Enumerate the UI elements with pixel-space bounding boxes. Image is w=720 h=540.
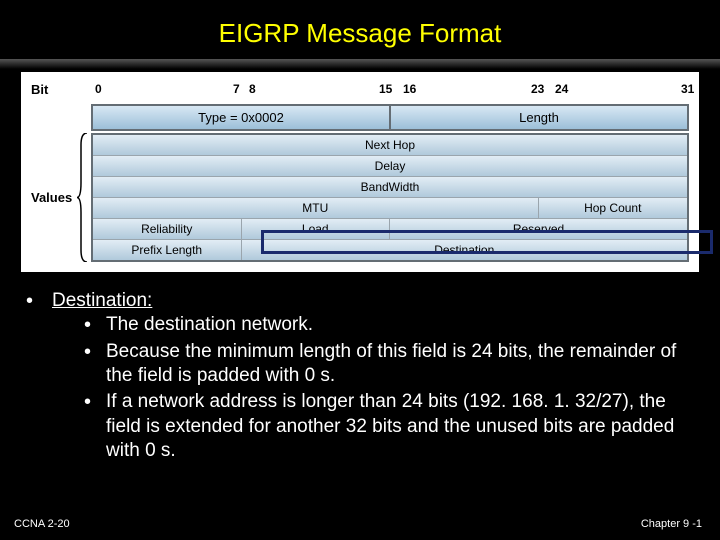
bit-label: Bit (31, 82, 48, 97)
bit-mark: 15 (379, 82, 392, 96)
field-row: Next Hop (93, 135, 687, 156)
brace-icon (77, 133, 89, 262)
bit-mark: 0 (95, 82, 102, 96)
values-label-text: Values (31, 190, 72, 205)
mtu-field: MTU (93, 198, 539, 218)
values-label: Values (31, 133, 91, 262)
divider-band (0, 59, 720, 69)
bullet-item: If a network address is longer than 24 b… (78, 390, 696, 463)
message-format-diagram: Bit 0 7 8 15 16 23 24 31 Type = 0x0002 L… (18, 69, 702, 275)
bit-mark: 23 (531, 82, 544, 96)
next-hop-field: Next Hop (93, 135, 687, 155)
bit-scale: Bit 0 7 8 15 16 23 24 31 (91, 80, 689, 104)
field-row: Prefix Length Destination (93, 240, 687, 260)
field-row: MTU Hop Count (93, 198, 687, 219)
destination-field: Destination (242, 240, 688, 260)
field-row: Delay (93, 156, 687, 177)
bullet-item: Because the minimum length of this field… (78, 340, 696, 389)
footer-right: Chapter 9 -1 (641, 518, 702, 530)
values-grid: Next Hop Delay BandWidth MTU Hop Count R… (91, 133, 689, 262)
bit-mark: 7 (233, 82, 240, 96)
reserved-field: Reserved (390, 219, 687, 239)
prefix-length-field: Prefix Length (93, 240, 242, 260)
reliability-field: Reliability (93, 219, 242, 239)
bit-mark: 31 (681, 82, 694, 96)
bullet-content: Destination: The destination network. Be… (0, 275, 720, 463)
bit-mark: 24 (555, 82, 568, 96)
load-field: Load (242, 219, 391, 239)
header-row: Type = 0x0002 Length (91, 104, 689, 131)
values-area: Values Next Hop Delay BandWidth MTU Hop … (31, 133, 689, 262)
delay-field: Delay (93, 156, 687, 176)
bullet-heading: Destination: The destination network. Be… (24, 289, 696, 463)
field-row: Reliability Load Reserved (93, 219, 687, 240)
bit-mark: 8 (249, 82, 256, 96)
type-field: Type = 0x0002 (93, 106, 391, 129)
bullet-heading-text: Destination: (52, 290, 152, 311)
bullet-item: The destination network. (78, 313, 696, 337)
bandwidth-field: BandWidth (93, 177, 687, 197)
bit-mark: 16 (403, 82, 416, 96)
hop-count-field: Hop Count (539, 198, 688, 218)
field-row: BandWidth (93, 177, 687, 198)
footer-left: CCNA 2-20 (14, 518, 70, 530)
length-field: Length (391, 106, 687, 129)
page-title: EIGRP Message Format (0, 0, 720, 59)
